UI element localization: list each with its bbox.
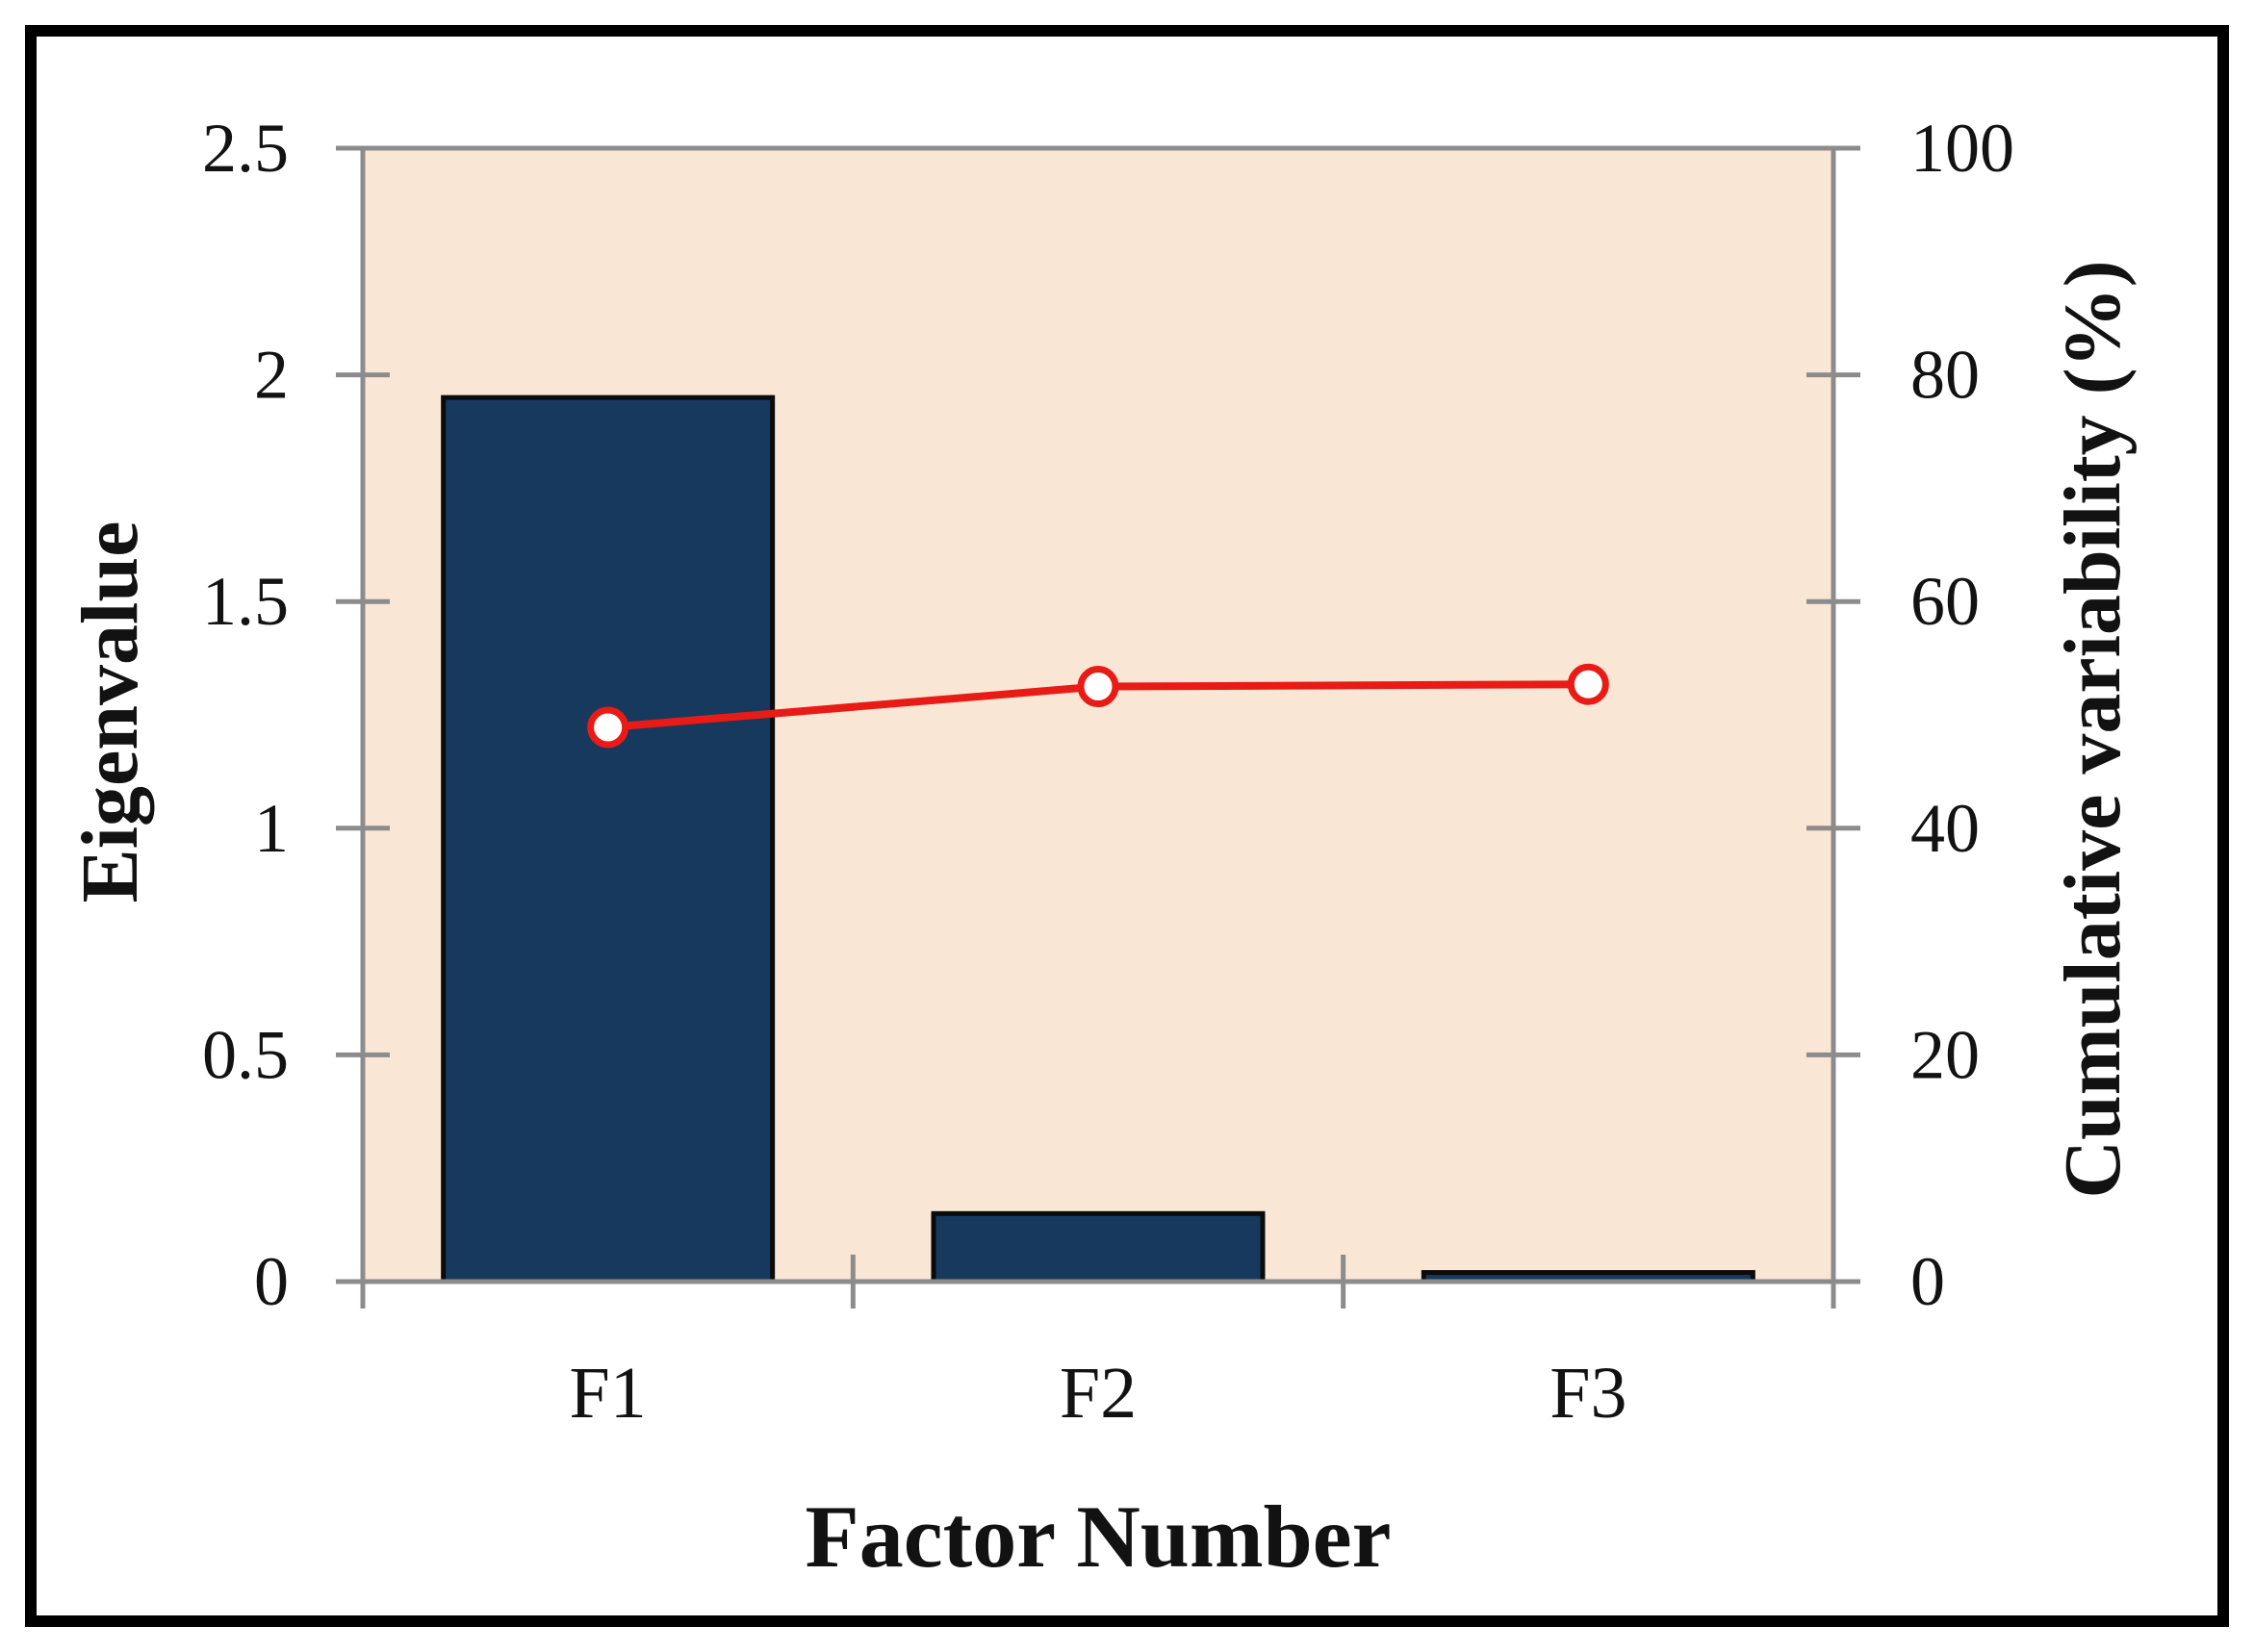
left-tick-label: 1.5 [202, 563, 289, 640]
tick-labels-group: 0 0.5 1 1.5 2 2.5 0 20 40 60 80 100 [202, 110, 2014, 1320]
cumulative-marker-f1 [587, 706, 629, 749]
eigenvalue-bars-group [441, 394, 1755, 1284]
right-tick-label: 0 [1910, 1243, 1945, 1320]
x-axis-title: Factor Number [806, 1487, 1392, 1586]
left-tick-label: 2.5 [202, 110, 289, 187]
axes-group [336, 145, 1860, 1309]
left-tick-label: 1 [254, 790, 289, 867]
eigenvalue-bar-f2 [931, 1210, 1266, 1284]
left-axis-title: Eigenvalue [65, 521, 155, 903]
category-labels-group: F1 F2 F3 [570, 1353, 1627, 1434]
right-tick-label: 80 [1910, 337, 1980, 414]
left-tick-label: 0.5 [202, 1016, 289, 1093]
right-tick-label: 20 [1910, 1016, 1980, 1093]
category-label-f3: F3 [1550, 1353, 1626, 1434]
right-axis-title: Cumulative variability (%) [2048, 260, 2138, 1198]
left-tick-label: 2 [254, 337, 289, 414]
eigenvalue-bar-f1 [441, 394, 776, 1284]
category-label-f1: F1 [570, 1353, 647, 1434]
cumulative-marker-f3 [1567, 663, 1609, 705]
cumulative-marker-f2 [1077, 666, 1119, 708]
left-tick-label: 0 [254, 1243, 289, 1320]
right-tick-label: 60 [1910, 563, 1980, 640]
category-label-f2: F2 [1060, 1353, 1137, 1434]
figure-border [25, 25, 2229, 1627]
right-tick-label: 40 [1910, 790, 1980, 867]
right-tick-label: 100 [1910, 110, 2014, 187]
cumulative-line-group [587, 663, 1609, 749]
